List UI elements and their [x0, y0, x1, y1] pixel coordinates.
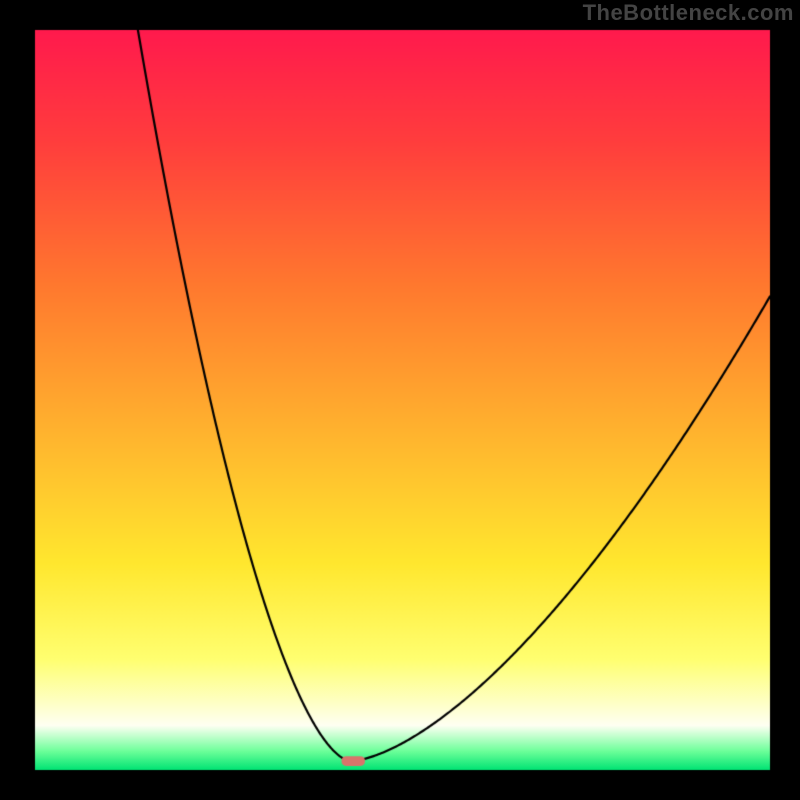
watermark-text: TheBottleneck.com — [583, 0, 794, 26]
bottleneck-chart-canvas — [0, 0, 800, 800]
